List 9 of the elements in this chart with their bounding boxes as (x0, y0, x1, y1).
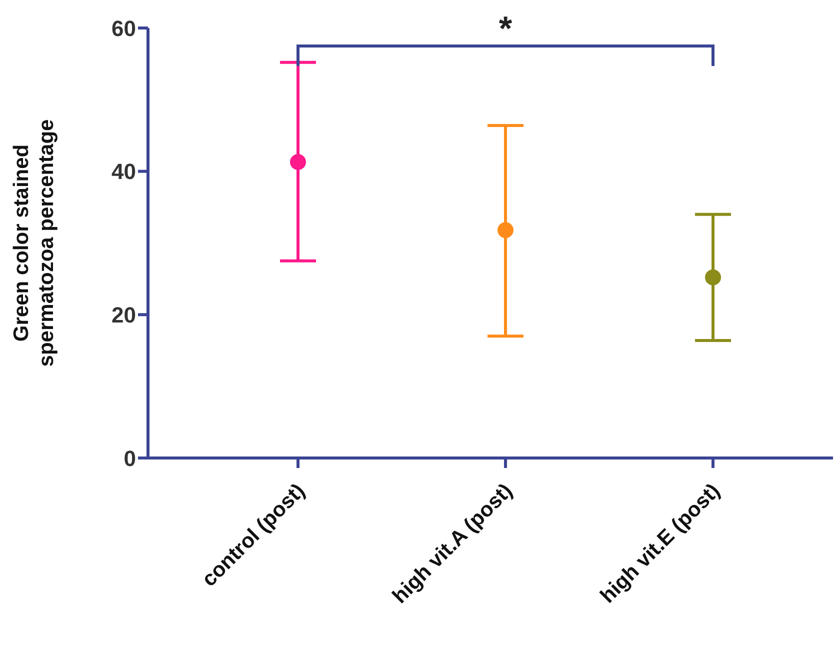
point (705, 269, 721, 286)
y-tick-label: 60 (112, 16, 136, 41)
point (498, 222, 514, 238)
y-tick-label: 40 (112, 159, 136, 184)
y-tick-label: 20 (112, 302, 136, 328)
y-tick-label: 0 (124, 446, 136, 471)
annotation: * (498, 10, 514, 48)
point (290, 154, 306, 170)
y-axis-title: Green color stained spermatozoa percentage (10, 119, 58, 367)
